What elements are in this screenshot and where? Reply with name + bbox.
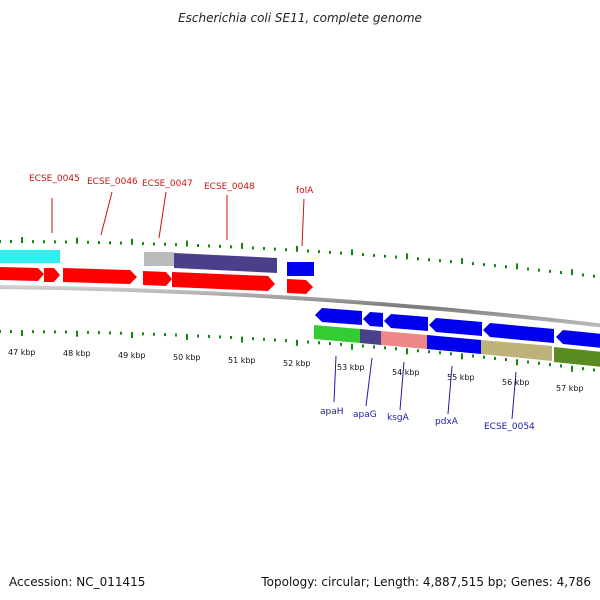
gene-labels-reverse: apaH apaG ksgA pdxA ECSE_0054 xyxy=(320,355,535,432)
scale-label: 54 kbp xyxy=(392,368,420,377)
scale-label: 53 kbp xyxy=(337,363,365,372)
gene-label: apaG xyxy=(353,410,377,420)
gene-label: ECSE_0047 xyxy=(142,179,193,189)
cog-block-cyan xyxy=(0,250,60,263)
scale-label: 47 kbp xyxy=(8,348,36,357)
cds-arrow-forward xyxy=(172,272,275,291)
gene-label: ECSE_0045 xyxy=(29,174,80,184)
lower-tick-track xyxy=(0,330,595,372)
gene-leader-line xyxy=(333,355,337,403)
cds-arrow-reverse xyxy=(363,312,383,327)
gene-leader-line xyxy=(301,198,305,247)
cds-arrow-forward xyxy=(0,267,44,281)
cog-block-blue xyxy=(427,335,481,354)
scale-label: 55 kbp xyxy=(447,373,475,382)
cds-arrow-reverse xyxy=(384,314,428,331)
gene-label: folA xyxy=(296,186,314,196)
cog-block-green xyxy=(314,325,360,343)
scale-labels: 47 kbp 48 kbp 49 kbp 50 kbp 51 kbp 52 kb… xyxy=(8,348,584,393)
accession-text: Accession: NC_011415 xyxy=(9,575,145,589)
genome-summary-text: Topology: circular; Length: 4,887,515 bp… xyxy=(260,575,591,589)
gene-label: pdxA xyxy=(435,417,459,427)
cog-block-olive xyxy=(554,347,600,367)
gene-leader-line xyxy=(158,191,167,239)
cds-track-forward xyxy=(0,267,313,294)
cds-track-reverse xyxy=(315,308,600,348)
cog-block-slate xyxy=(174,253,277,273)
gene-leader-line xyxy=(365,357,373,407)
gene-label: ECSE_0054 xyxy=(484,422,535,432)
scale-label: 48 kbp xyxy=(63,349,91,358)
gene-label: ECSE_0046 xyxy=(87,177,138,187)
gene-leader-line xyxy=(447,365,453,415)
scale-label: 57 kbp xyxy=(556,384,584,393)
cds-arrow-reverse xyxy=(483,323,554,343)
cds-arrow-forward xyxy=(63,268,137,284)
scale-label: 56 kbp xyxy=(502,378,530,387)
cds-arrow-forward xyxy=(143,271,172,286)
cds-arrow-forward xyxy=(44,268,60,282)
scale-label: 51 kbp xyxy=(228,356,256,365)
upper-tick-track xyxy=(0,237,595,278)
scale-label: 50 kbp xyxy=(173,353,201,362)
cds-arrow-forward xyxy=(287,279,313,294)
cog-block-pink xyxy=(381,331,427,349)
cog-track-reverse xyxy=(314,325,600,367)
gene-label: ECSE_0048 xyxy=(204,182,255,192)
gene-label: ksgA xyxy=(387,413,410,423)
cog-block-gray xyxy=(144,252,174,266)
cog-track-forward xyxy=(0,250,314,276)
cds-arrow-reverse xyxy=(556,330,600,348)
map-title: Escherichia coli SE11, complete genome xyxy=(178,11,422,25)
scale-label: 52 kbp xyxy=(283,359,311,368)
cog-block-blue xyxy=(287,262,314,276)
cds-arrow-reverse xyxy=(429,318,482,336)
gene-leader-line xyxy=(511,371,517,420)
gene-leader-line xyxy=(399,361,405,411)
gene-labels-forward: ECSE_0045 ECSE_0046 ECSE_0047 ECSE_0048 … xyxy=(29,174,314,247)
genome-backbone xyxy=(0,285,600,328)
gene-label: apaH xyxy=(320,407,344,417)
cog-block-slate xyxy=(360,329,381,345)
cds-arrow-reverse xyxy=(315,308,362,325)
cog-block-tan xyxy=(481,340,552,361)
scale-label: 49 kbp xyxy=(118,351,146,360)
gene-leader-line xyxy=(100,191,113,236)
